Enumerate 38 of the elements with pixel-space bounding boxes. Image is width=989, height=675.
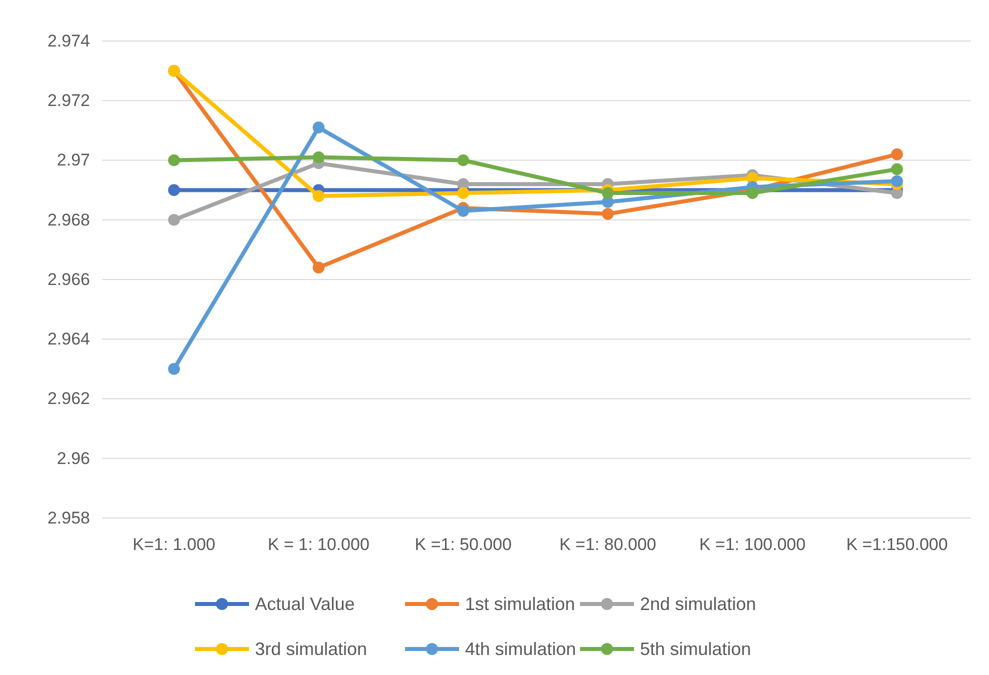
legend-label: 4th simulation bbox=[465, 639, 576, 659]
x-tick-label: K =1: 50.000 bbox=[414, 535, 512, 554]
point bbox=[891, 148, 903, 160]
point bbox=[457, 187, 470, 199]
point bbox=[602, 187, 614, 199]
y-tick-label: 2.968 bbox=[47, 210, 90, 230]
legend-label: 3rd simulation bbox=[255, 639, 368, 659]
point bbox=[457, 154, 470, 166]
legend-label: Actual Value bbox=[255, 594, 355, 614]
legend-label: 1st simulation bbox=[465, 594, 576, 614]
point bbox=[312, 190, 325, 202]
point bbox=[891, 163, 903, 176]
point bbox=[312, 151, 325, 164]
x-tick-label: K =1: 80.000 bbox=[559, 535, 656, 554]
point bbox=[312, 122, 325, 134]
point bbox=[168, 154, 180, 166]
x-tick-label: K=1: 1.000 bbox=[132, 535, 216, 554]
point bbox=[891, 175, 903, 188]
y-tick-label: 2.962 bbox=[47, 389, 90, 408]
y-tick-label: 2.966 bbox=[47, 270, 90, 289]
y-tick-label: 2.972 bbox=[47, 91, 90, 110]
point bbox=[312, 262, 325, 274]
point bbox=[168, 184, 180, 196]
y-tick-label: 2.97 bbox=[56, 150, 90, 170]
legend-label: 2nd simulation bbox=[640, 594, 756, 614]
point bbox=[168, 363, 180, 375]
y-tick-label: 2.964 bbox=[47, 330, 90, 349]
y-tick-label: 2.974 bbox=[47, 31, 90, 50]
point bbox=[602, 208, 614, 220]
y-tick-label: 2.958 bbox=[47, 508, 90, 528]
x-tick-label: K = 1: 10.000 bbox=[268, 535, 370, 554]
point bbox=[457, 205, 470, 217]
legend-label: 5th simulation bbox=[640, 639, 752, 659]
point bbox=[168, 214, 180, 226]
point bbox=[746, 187, 758, 199]
y-tick-label: 2.96 bbox=[56, 448, 90, 468]
x-tick-label: K =1: 100.000 bbox=[699, 535, 806, 554]
x-tick-label: K =1:150.000 bbox=[846, 535, 948, 554]
